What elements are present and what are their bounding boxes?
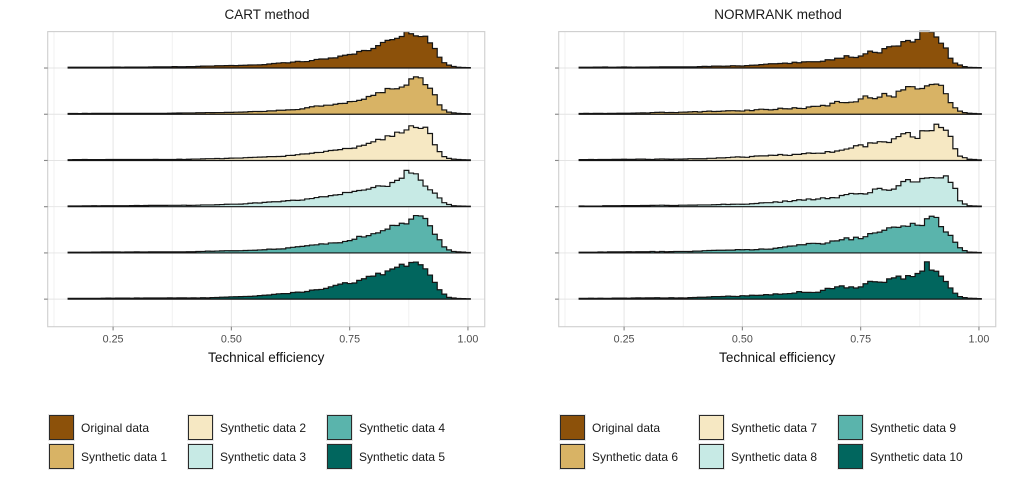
legend-label: Synthetic data 5 xyxy=(359,449,446,464)
legend-cart: Original data Synthetic data 1 Synthetic d… xyxy=(0,413,511,471)
x-tick-label: 0.75 xyxy=(850,334,871,346)
legend-item: Synthetic data 9 xyxy=(837,413,973,442)
legend-item: Synthetic data 6 xyxy=(559,442,695,471)
x-axis-label: Technical efficiency xyxy=(719,350,836,365)
ridge-synthetic-data-10 xyxy=(578,261,982,300)
legend-label: Synthetic data 3 xyxy=(220,449,307,464)
x-tick-label: 0.50 xyxy=(732,334,753,346)
legend-swatch xyxy=(698,414,725,441)
legend-column: Synthetic data 4 Synthetic data 5 xyxy=(326,413,462,471)
x-tick-label: 1.00 xyxy=(458,334,479,346)
legend-swatch xyxy=(698,443,725,470)
legend-column: Original data Synthetic data 1 xyxy=(48,413,184,471)
ridge-original-data xyxy=(67,30,471,69)
legend-item: Original data xyxy=(48,413,184,442)
legend-label: Synthetic data 8 xyxy=(731,449,818,464)
x-tick-label: 0.75 xyxy=(339,334,360,346)
ridge-synthetic-data-9 xyxy=(578,215,982,254)
legend-label: Synthetic data 9 xyxy=(870,420,957,435)
legend-column: Original data Synthetic data 6 xyxy=(559,413,695,471)
legend-normrank: Original data Synthetic data 6 Synthetic d… xyxy=(511,413,1022,471)
legend-column: Synthetic data 2 Synthetic data 3 xyxy=(187,413,323,471)
legend-swatch xyxy=(837,414,864,441)
legend-label: Synthetic data 10 xyxy=(870,449,963,464)
legend-swatch xyxy=(48,414,75,441)
legend-label: Synthetic data 7 xyxy=(731,420,818,435)
ridge-original-data xyxy=(578,30,982,69)
legend-label: Original data xyxy=(592,420,661,435)
legend-label: Original data xyxy=(81,420,150,435)
legend-label: Synthetic data 6 xyxy=(592,449,679,464)
legend-swatch xyxy=(187,443,214,470)
panel-cart: CART method 0.25 0.50 0.75 1.00 Technical ef… xyxy=(0,7,511,471)
plot-panel-border xyxy=(558,31,997,328)
x-axis-label: Technical efficiency xyxy=(208,350,325,365)
legend-swatch xyxy=(326,443,353,470)
legend-item: Synthetic data 3 xyxy=(187,442,323,471)
x-tick-label: 0.25 xyxy=(614,334,635,346)
legend-swatch xyxy=(326,414,353,441)
ridge-synthetic-data-7 xyxy=(578,123,982,162)
ridge-synthetic-data-4 xyxy=(67,214,471,254)
x-tick-label: 0.25 xyxy=(103,334,124,346)
legend-item: Synthetic data 4 xyxy=(326,413,462,442)
ridge-synthetic-data-5 xyxy=(67,261,471,300)
x-tick-label: 1.00 xyxy=(969,334,990,346)
plot-panel-border xyxy=(47,31,486,328)
legend-item: Synthetic data 2 xyxy=(187,413,323,442)
legend-label: Synthetic data 2 xyxy=(220,420,307,435)
ridge-synthetic-data-6 xyxy=(578,83,982,115)
ridge-synthetic-data-8 xyxy=(578,175,982,208)
legend-column: Synthetic data 7 Synthetic data 8 xyxy=(698,413,834,471)
panel-normrank: NORMRANK method 0.25 0.50 0.75 1.00 Technica… xyxy=(511,0,1022,489)
panel-title-cart: CART method xyxy=(224,7,310,22)
legend-label: Synthetic data 1 xyxy=(81,449,168,464)
legend-swatch xyxy=(559,443,586,470)
legend-item: Synthetic data 5 xyxy=(326,442,462,471)
ridge-plot-normrank: 0.25 0.50 0.75 1.00 Technical efficiency xyxy=(554,30,997,365)
legend-swatch xyxy=(187,414,214,441)
legend-swatch xyxy=(48,443,75,470)
x-tick-label: 0.50 xyxy=(221,334,242,346)
legend-label: Synthetic data 4 xyxy=(359,420,446,435)
panel-title-normrank: NORMRANK method xyxy=(714,7,842,22)
ridge-plot-cart: 0.25 0.50 0.75 1.00 Technical efficiency xyxy=(43,30,486,365)
legend-item: Synthetic data 7 xyxy=(698,413,834,442)
legend-item: Synthetic data 10 xyxy=(837,442,973,471)
legend-swatch xyxy=(837,443,864,470)
legend-item: Synthetic data 1 xyxy=(48,442,184,471)
ridge-synthetic-data-3 xyxy=(67,169,471,208)
legend-swatch xyxy=(559,414,586,441)
legend-item: Original data xyxy=(559,413,695,442)
ridge-synthetic-data-2 xyxy=(67,125,471,162)
legend-column: Synthetic data 9 Synthetic data 10 xyxy=(837,413,973,471)
legend-item: Synthetic data 8 xyxy=(698,442,834,471)
ridge-synthetic-data-1 xyxy=(67,76,471,115)
